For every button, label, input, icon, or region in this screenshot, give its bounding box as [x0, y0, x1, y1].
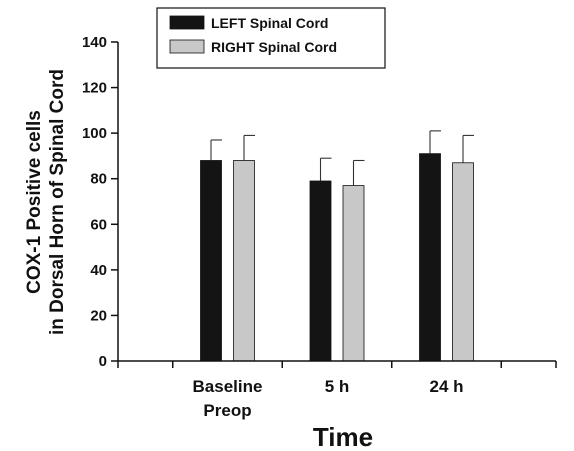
y-tick-label: 140: [82, 34, 107, 51]
y-tick-label: 20: [90, 307, 107, 324]
x-tick-label: Baseline: [193, 377, 263, 396]
bar: [419, 153, 441, 362]
bars: [200, 130, 474, 362]
x-tick-label: Preop: [203, 401, 251, 420]
legend: LEFT Spinal Cord RIGHT Spinal Cord: [156, 7, 386, 69]
legend-swatch: [169, 15, 205, 30]
x-tick-label: 5 h: [325, 377, 350, 396]
x-axis-title: Time: [313, 422, 373, 451]
y-tick-label: 60: [90, 216, 107, 233]
y-axis-title: COX-1 Positive cells in Dorsal Horn of S…: [24, 69, 68, 335]
bar: [233, 160, 255, 362]
bar: [309, 180, 332, 362]
legend-label: LEFT Spinal Cord: [211, 15, 328, 31]
y-tick-label: 120: [82, 80, 107, 97]
y-axis-title-line-1: COX-1 Positive cells: [24, 110, 45, 294]
y-tick-label: 0: [99, 353, 107, 370]
legend-label: RIGHT Spinal Cord: [211, 39, 337, 55]
bar: [342, 185, 365, 362]
bar: [452, 162, 474, 362]
y-tick-label: 100: [82, 125, 107, 142]
y-tick-label: 40: [90, 262, 107, 279]
legend-swatch: [169, 39, 205, 54]
y-tick-label: 80: [90, 171, 107, 188]
y-axis-ticks: 0 20 40 60 80 100 120 140: [82, 34, 118, 370]
x-axis-ticks: Baseline Preop 5 h 24 h: [117, 361, 557, 420]
bar: [200, 160, 222, 362]
x-tick-label: 24 h: [429, 377, 463, 396]
y-axis-title-line-2: in Dorsal Horn of Spinal Cord: [47, 69, 68, 335]
